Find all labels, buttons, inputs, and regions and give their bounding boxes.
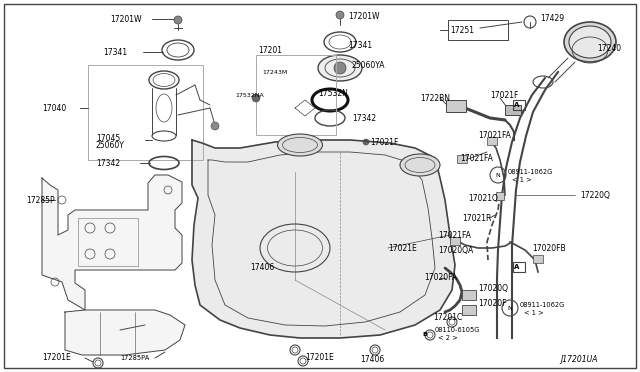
Text: 17532NA: 17532NA — [235, 93, 264, 97]
Bar — [462, 290, 476, 300]
Text: A: A — [515, 264, 520, 270]
Ellipse shape — [318, 55, 362, 81]
Text: 08911-1062G: 08911-1062G — [520, 302, 565, 308]
Text: 17021E: 17021E — [388, 244, 417, 253]
Text: < 1 >: < 1 > — [512, 177, 532, 183]
Bar — [462, 305, 476, 315]
Text: A: A — [515, 102, 520, 108]
Text: 17201: 17201 — [258, 45, 282, 55]
Text: 17532N: 17532N — [318, 89, 348, 97]
Ellipse shape — [569, 26, 611, 58]
Ellipse shape — [400, 154, 440, 176]
Text: 08110-6105G: 08110-6105G — [435, 327, 481, 333]
Text: 25060Y: 25060Y — [96, 141, 125, 150]
Text: 17285PA: 17285PA — [120, 355, 149, 361]
Bar — [533, 255, 543, 263]
Circle shape — [363, 139, 369, 145]
Text: 17285P: 17285P — [26, 196, 54, 205]
Bar — [78, 218, 138, 266]
Text: 17342: 17342 — [96, 158, 120, 167]
Circle shape — [334, 62, 346, 74]
Text: 17201E: 17201E — [305, 353, 333, 362]
Text: 17021FA: 17021FA — [460, 154, 493, 163]
Text: 17021FA: 17021FA — [478, 131, 511, 140]
Bar — [505, 105, 521, 115]
Bar — [457, 155, 467, 163]
Text: 17020QA: 17020QA — [438, 246, 473, 254]
Text: < 1 >: < 1 > — [524, 310, 543, 316]
Text: 17201C: 17201C — [433, 314, 462, 323]
Text: 17021R: 17021R — [462, 214, 492, 222]
Text: < 2 >: < 2 > — [438, 335, 458, 341]
Text: N: N — [495, 173, 500, 177]
Text: 17406: 17406 — [360, 356, 384, 365]
Text: 17020F: 17020F — [478, 298, 506, 308]
Circle shape — [252, 94, 260, 102]
Text: 17429: 17429 — [540, 13, 564, 22]
Text: 08911-1062G: 08911-1062G — [508, 169, 553, 175]
Text: J17201UA: J17201UA — [560, 356, 598, 365]
Text: 17251: 17251 — [450, 26, 474, 35]
Text: 25060YA: 25060YA — [352, 61, 385, 70]
Text: 17201W: 17201W — [348, 12, 380, 20]
Text: 17020Q: 17020Q — [478, 283, 508, 292]
Text: 17020FA: 17020FA — [424, 273, 457, 282]
Text: 17342: 17342 — [352, 113, 376, 122]
Bar — [496, 192, 504, 200]
Text: 17021Q: 17021Q — [468, 193, 498, 202]
Bar — [88, 65, 203, 160]
Polygon shape — [192, 140, 455, 338]
Text: 17021F: 17021F — [370, 138, 398, 147]
Bar — [513, 100, 525, 110]
Polygon shape — [65, 310, 185, 355]
Text: B: B — [422, 333, 427, 337]
Bar — [448, 20, 508, 40]
Text: N: N — [508, 305, 513, 311]
Text: 17201W: 17201W — [110, 15, 141, 23]
Polygon shape — [42, 175, 182, 310]
Text: 17341: 17341 — [103, 48, 127, 57]
Text: 17021FA: 17021FA — [438, 231, 471, 240]
Bar — [256, 55, 336, 135]
Bar — [446, 100, 466, 112]
Text: 17240: 17240 — [597, 44, 621, 52]
Text: 17045: 17045 — [96, 134, 120, 142]
Text: 1722BN: 1722BN — [420, 93, 450, 103]
Text: 17020FB: 17020FB — [532, 244, 566, 253]
Text: 17341: 17341 — [348, 41, 372, 49]
Text: 17021F: 17021F — [490, 90, 518, 99]
Ellipse shape — [278, 134, 323, 156]
Bar — [450, 237, 460, 245]
Text: 17243M: 17243M — [262, 70, 287, 74]
Bar — [513, 262, 525, 272]
Text: 17040: 17040 — [42, 103, 67, 112]
Ellipse shape — [564, 22, 616, 62]
Text: 17406: 17406 — [250, 263, 275, 273]
Text: 17220Q: 17220Q — [580, 190, 610, 199]
Bar — [487, 137, 497, 145]
Text: 17201E: 17201E — [42, 353, 71, 362]
Circle shape — [211, 122, 219, 130]
Circle shape — [174, 16, 182, 24]
Circle shape — [336, 11, 344, 19]
